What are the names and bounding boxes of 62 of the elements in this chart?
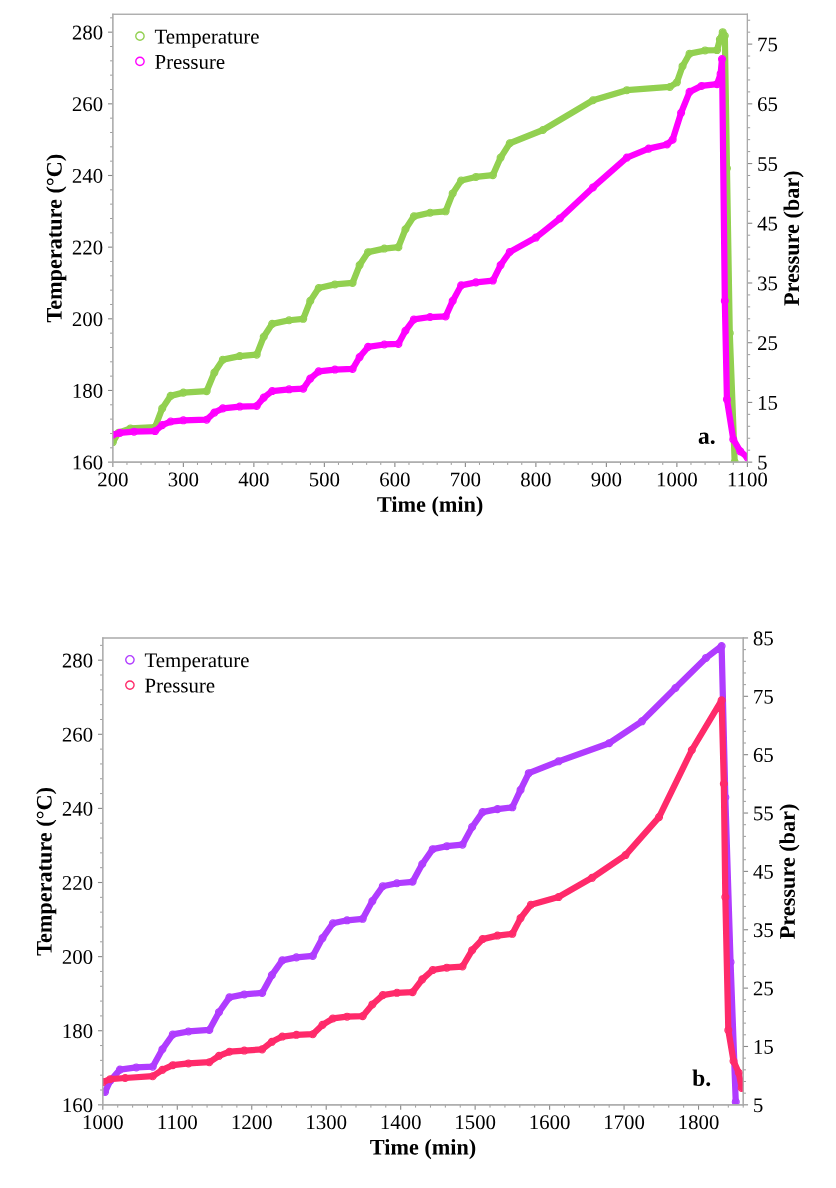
- x-axis-title: Time (min): [370, 1139, 476, 1160]
- y-tick-label: 220: [72, 240, 103, 255]
- y2-tick-label: 85: [753, 631, 773, 646]
- y-tick-label: 280: [72, 25, 103, 40]
- y2-tick-label: 75: [754, 689, 773, 704]
- x-tick-label: 900: [591, 472, 622, 487]
- y-tick-label: 200: [62, 950, 93, 965]
- y2-tick-label: 35: [753, 923, 773, 938]
- x-tick-label: 1100: [158, 1115, 197, 1130]
- y2-tick-label: 55: [758, 157, 778, 171]
- x-tick-label: 300: [168, 472, 199, 487]
- y2-tick-label: 15: [754, 1039, 773, 1054]
- y2-axis-title: Pressure (bar): [783, 171, 804, 306]
- y-axis-title: Temperature (°C): [46, 154, 67, 323]
- y2-tick-label: 65: [758, 97, 778, 112]
- x-tick-label: 1000: [83, 1115, 123, 1130]
- x-tick-label: 1300: [307, 1115, 347, 1130]
- y-tick-label: 260: [62, 727, 93, 742]
- x-tick-label: 200: [98, 472, 128, 487]
- x-tick-label: 1400: [381, 1115, 421, 1130]
- x-tick-label: 700: [451, 472, 481, 487]
- y2-tick-label: 75: [758, 37, 778, 52]
- x-tick-label: 1500: [456, 1115, 496, 1130]
- y2-tick-label: 35: [758, 276, 778, 291]
- y2-tick-label: 45: [753, 864, 773, 879]
- y-tick-label: 240: [62, 801, 93, 816]
- y-tick-label: 180: [63, 1024, 93, 1039]
- annotation: a.: [698, 432, 715, 444]
- x-tick-label: 1800: [679, 1115, 719, 1130]
- x-tick-label: 1100: [728, 472, 768, 487]
- legend-label: Pressure: [155, 55, 225, 69]
- y2-tick-label: 5: [758, 455, 767, 470]
- y-tick-label: 240: [72, 168, 103, 183]
- x-tick-label: 800: [521, 472, 551, 487]
- y2-tick-label: 25: [753, 981, 773, 996]
- legend-label: Temperature: [144, 653, 249, 672]
- y2-tick-label: 15: [758, 395, 778, 410]
- y2-tick-label: 65: [753, 748, 773, 763]
- y2-tick-label: 45: [757, 216, 778, 231]
- y-tick-label: 280: [62, 653, 93, 668]
- y-tick-label: 180: [73, 383, 103, 398]
- x-tick-label: 400: [238, 472, 269, 487]
- x-tick-label: 500: [309, 472, 340, 487]
- y2-axis-title: Pressure (bar): [779, 804, 800, 939]
- y-tick-label: 220: [62, 875, 93, 890]
- x-tick-label: 600: [380, 472, 410, 487]
- annotation: b.: [692, 1069, 711, 1087]
- x-tick-label: 1000: [657, 472, 697, 487]
- y-tick-label: 260: [72, 97, 103, 112]
- y-axis-title: Temperature (°C): [36, 788, 57, 956]
- legend-label: Pressure: [145, 678, 215, 693]
- y-tick-label: 200: [72, 312, 103, 327]
- y2-tick-label: 5: [754, 1098, 763, 1113]
- x-tick-label: 1600: [530, 1115, 570, 1130]
- y-tick-label: 160: [63, 1098, 93, 1113]
- legend-label: Temperature: [154, 29, 259, 48]
- x-tick-label: 1200: [232, 1115, 272, 1130]
- y-tick-label: 160: [73, 455, 103, 470]
- x-axis-title: Time (min): [377, 496, 483, 517]
- x-tick-label: 1700: [605, 1115, 645, 1130]
- y2-tick-label: 25: [758, 336, 778, 351]
- y2-tick-label: 55: [754, 806, 773, 821]
